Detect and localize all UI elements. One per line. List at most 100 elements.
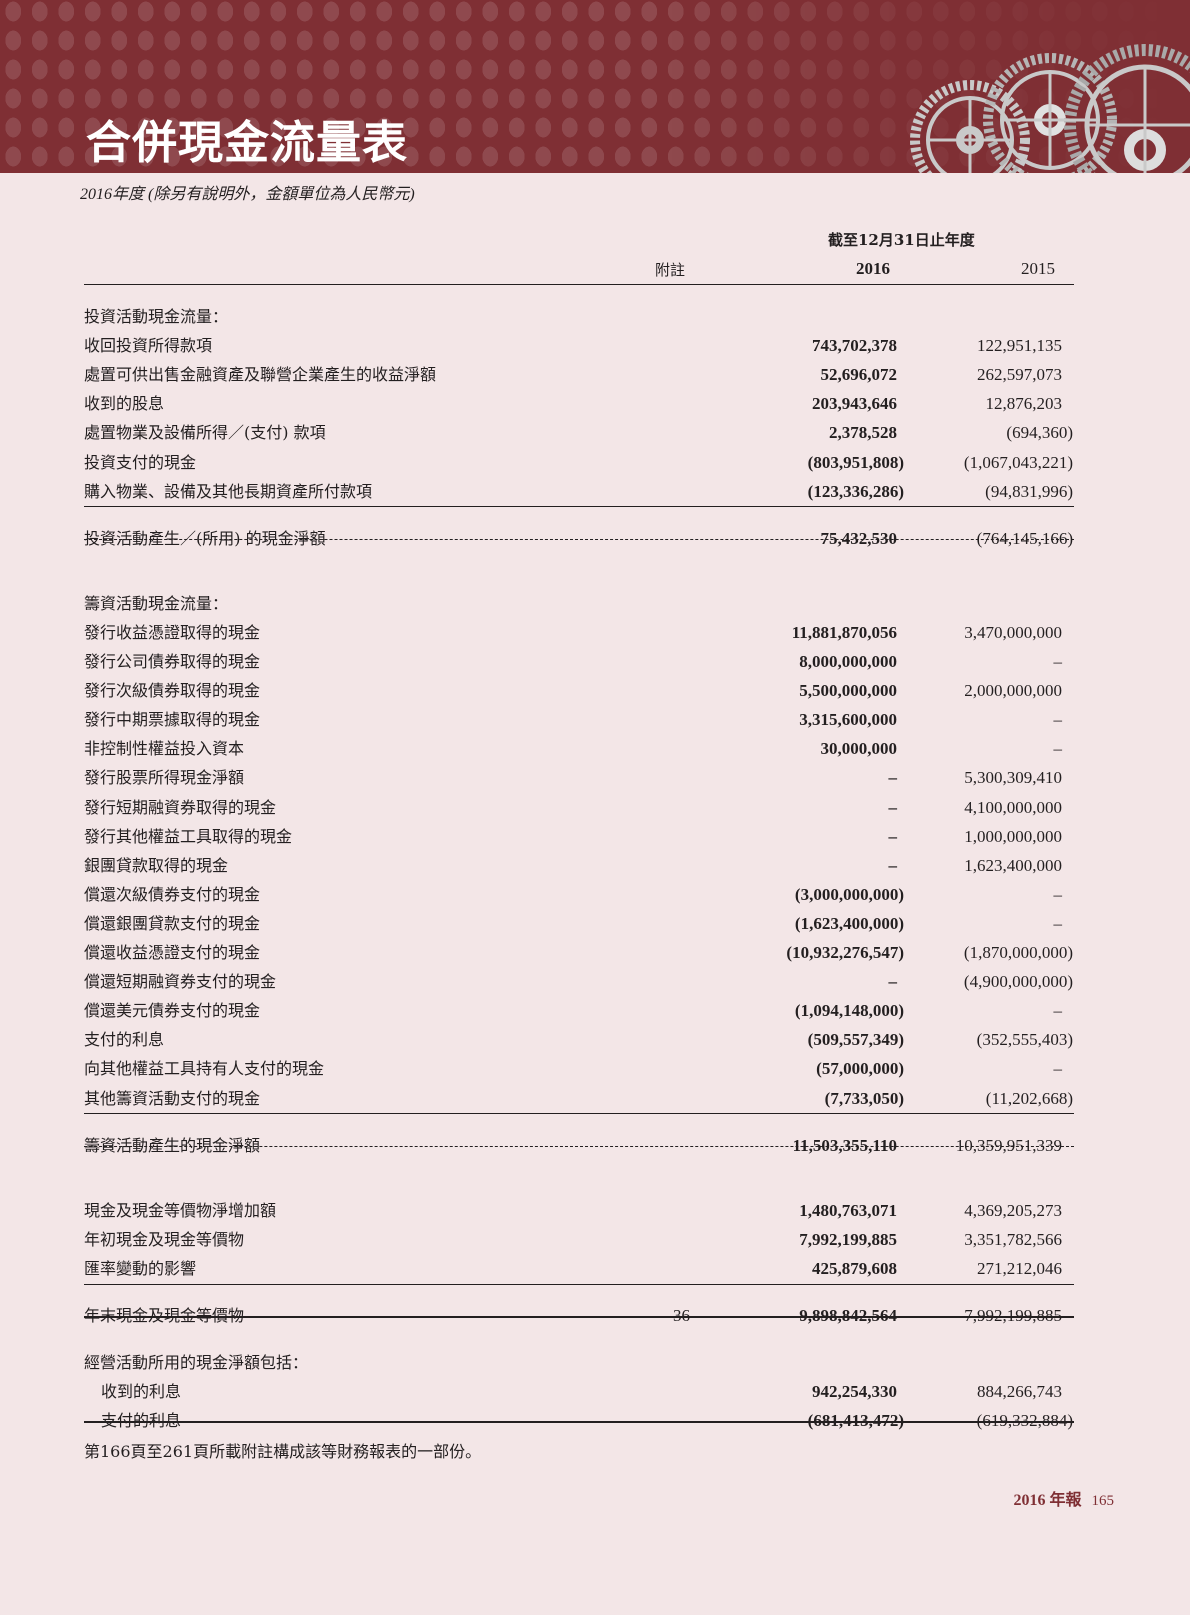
value-2016: 52,696,072	[820, 365, 898, 385]
row-label: 償還美元債券支付的現金	[84, 1001, 261, 1021]
table-rule	[84, 1113, 1074, 1115]
row-label: 收回投資所得款項	[84, 336, 213, 356]
value-2016: (123,336,286)	[807, 481, 904, 501]
page-footer: 2016 年報 165	[1013, 1486, 1114, 1510]
value-2015: –	[1053, 710, 1063, 730]
value-2015: (94,831,996)	[985, 481, 1073, 501]
row-label: 年末現金及現金等價物	[84, 1306, 245, 1325]
table-rule	[84, 1421, 1074, 1424]
note-header: 附註	[655, 261, 686, 279]
value-2016: 2,378,528	[829, 423, 897, 443]
value-2016: –	[888, 797, 898, 817]
year-2016-header: 2016	[856, 259, 890, 278]
row-label: 償還短期融資券支付的現金	[84, 972, 277, 992]
value-2016: (7,733,050)	[824, 1088, 904, 1108]
row-label: 投資支付的現金	[84, 452, 197, 472]
value-2016: (1,094,148,000)	[794, 1001, 904, 1021]
value-2016: 743,702,378	[812, 336, 897, 356]
value-2016: –	[888, 855, 898, 875]
row-label: 現金及現金等價物淨增加額	[84, 1200, 277, 1220]
table-rule	[84, 1145, 1074, 1147]
table-row: 收到的股息 203,943,646 12,876,203	[84, 389, 1074, 418]
value-2016: –	[888, 826, 898, 846]
value-2016: 203,943,646	[812, 394, 897, 414]
value-2016: 7,992,199,885	[799, 1229, 897, 1249]
row-label: 發行收益憑證取得的現金	[84, 622, 261, 642]
value-2015: 2,000,000,000	[964, 681, 1062, 701]
row-label: 投資活動產生／(所用) 的現金淨額	[84, 528, 326, 548]
value-2015: 12,876,203	[985, 394, 1063, 414]
table-row: 收回投資所得款項 743,702,378 122,951,135	[84, 331, 1074, 360]
page-title: 合併現金流量表	[86, 116, 409, 169]
row-label: 年初現金及現金等價物	[84, 1229, 245, 1249]
row-label: 償還次級債券支付的現金	[84, 884, 261, 904]
row-label: 處置物業及設備所得／(支付) 款項	[84, 423, 326, 443]
table-row: 其他籌資活動支付的現金 (7,733,050) (11,202,668)	[84, 1084, 1074, 1113]
value-2015: –	[1053, 652, 1063, 671]
value-2016: 11,503,355,110	[792, 1135, 897, 1155]
value-2016: –	[888, 972, 898, 992]
value-2016: 8,000,000,000	[799, 652, 897, 671]
value-2015: 3,351,782,566	[964, 1229, 1062, 1249]
value-2015: 4,369,205,273	[964, 1200, 1062, 1220]
table-row: 支付的利息 (509,557,349) (352,555,403)	[84, 1025, 1074, 1054]
value-2015: (694,360)	[1006, 423, 1073, 443]
value-2015: –	[1053, 1001, 1063, 1021]
row-label: 發行股票所得現金淨額	[84, 768, 245, 788]
row-label: 發行短期融資券取得的現金	[84, 797, 277, 817]
value-2015: –	[1053, 913, 1063, 933]
page-subtitle: 2016年度 (除另有說明外，金額單位為人民幣元)	[80, 186, 415, 203]
table-rule	[84, 538, 1074, 540]
table-row: 匯率變動的影響 425,879,608 271,212,046	[84, 1254, 1074, 1283]
value-2015: (11,202,668)	[985, 1088, 1073, 1108]
table-row: 處置物業及設備所得／(支付) 款項 2,378,528 (694,360)	[84, 418, 1074, 447]
row-label: 購入物業、設備及其他長期資產所付款項	[84, 481, 373, 501]
report-name: 2016 年報	[1013, 1492, 1082, 1509]
row-label: 償還收益憑證支付的現金	[84, 943, 261, 962]
value-2015: (352,555,403)	[976, 1030, 1073, 1050]
subtotal-row: 投資活動產生／(所用) 的現金淨額 75,432,530 (764,145,166)	[84, 524, 1074, 553]
value-2016: 75,432,530	[820, 528, 898, 548]
row-label: 發行次級債券取得的現金	[84, 681, 261, 701]
table-row: 償還銀團貸款支付的現金 (1,623,400,000) –	[84, 909, 1074, 938]
header-rule	[84, 284, 1074, 285]
value-2016: 3,315,600,000	[799, 710, 897, 730]
value-2015: 10,359,951,339	[955, 1135, 1062, 1155]
value-2015: (1,870,000,000)	[963, 943, 1073, 962]
table-row: 償還短期融資券支付的現金 – (4,900,000,000)	[84, 967, 1074, 996]
value-2015: (619,332,884)	[976, 1411, 1073, 1431]
value-2015: –	[1053, 1059, 1063, 1079]
value-2015: 1,000,000,000	[964, 826, 1062, 846]
table-rule	[84, 1283, 1074, 1285]
value-2016: (681,413,472)	[807, 1411, 904, 1431]
value-2016: 9,898,842,564	[799, 1306, 897, 1325]
row-label: 銀團貸款取得的現金	[84, 855, 229, 875]
table-row: 年初現金及現金等價物 7,992,199,885 3,351,782,566	[84, 1225, 1074, 1254]
year-2015-header: 2015	[1021, 259, 1055, 278]
value-2016: 1,480,763,071	[799, 1200, 897, 1220]
table-row: 發行其他權益工具取得的現金 – 1,000,000,000	[84, 822, 1074, 851]
value-2015: (4,900,000,000)	[963, 972, 1073, 992]
row-label: 其他籌資活動支付的現金	[84, 1088, 261, 1108]
value-2016: (3,000,000,000)	[794, 884, 904, 904]
table-row: 購入物業、設備及其他長期資產所付款項 (123,336,286) (94,831,9…	[84, 477, 1074, 506]
table-row: 投資支付的現金 (803,951,808) (1,067,043,221)	[84, 448, 1074, 477]
row-label: 收到的利息	[101, 1382, 182, 1402]
section-heading: 投資活動現金流量：	[84, 302, 1074, 331]
row-label: 向其他權益工具持有人支付的現金	[84, 1059, 325, 1079]
row-label: 收到的股息	[84, 394, 165, 414]
table-rule	[84, 506, 1074, 508]
section-heading: 經營活動所用的現金淨額包括：	[84, 1348, 1074, 1377]
value-2016: (803,951,808)	[807, 452, 904, 472]
gears-illustration	[910, 44, 1190, 173]
section-heading: 籌資活動現金流量：	[84, 589, 1074, 618]
value-2015: 7,992,199,885	[964, 1306, 1062, 1325]
row-label: 償還銀團貸款支付的現金	[84, 913, 261, 933]
total-row: 年末現金及現金等價物 36 9,898,842,564 7,992,199,885	[84, 1301, 1074, 1330]
value-2016: –	[888, 768, 898, 788]
row-label: 籌資活動現金流量：	[84, 593, 229, 613]
row-label: 投資活動現金流量：	[84, 307, 229, 326]
value-2016: 30,000,000	[820, 739, 898, 759]
header-banner: 合併現金流量表	[0, 0, 1190, 173]
value-2016: (57,000,000)	[816, 1059, 904, 1079]
